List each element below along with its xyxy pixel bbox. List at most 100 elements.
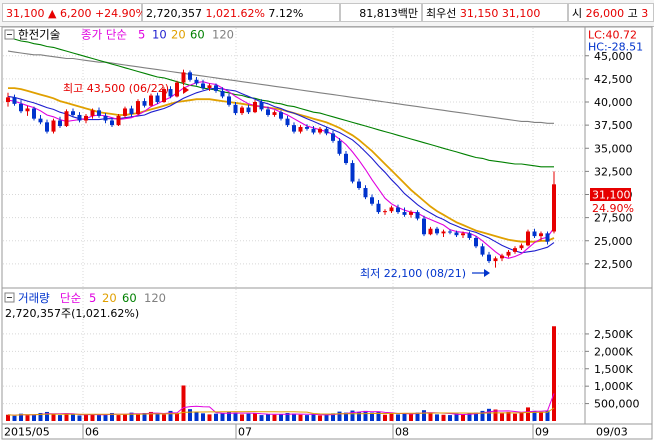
candle-body: [227, 96, 231, 105]
volume-bar: [344, 412, 348, 421]
candle-body: [38, 118, 43, 123]
candle-body: [311, 128, 316, 133]
x-tick-label: 07: [238, 426, 252, 439]
high-price-partial: 3: [641, 7, 649, 20]
volume-bar: [409, 414, 413, 421]
quote-bar: 31,100 ▲ 6,200 +24.90% 2,720,357 1,021.6…: [0, 0, 654, 27]
volume-title[interactable]: 거래량: [18, 291, 50, 305]
candle-body: [532, 231, 537, 237]
candle-body: [513, 248, 517, 252]
candle-body: [441, 231, 446, 234]
x-axis-frame: [1, 423, 653, 440]
candle-body: [97, 110, 101, 116]
candle-body: [383, 211, 387, 213]
open-high-cell: 시 26,000 고 3: [568, 3, 654, 22]
candle-body: [448, 231, 452, 233]
high-annotation: 최고 43,500 (06/22): [63, 82, 169, 95]
volume-bar: [415, 412, 420, 421]
ask-price: 31,100: [501, 7, 541, 20]
volume-bars: [6, 326, 556, 421]
volume-bar: [402, 412, 407, 421]
candle-body: [298, 126, 303, 132]
volume-cell: 2,720,357 1,021.62% 7.12%: [142, 3, 340, 22]
volume-bar: [337, 411, 342, 421]
best-quote-label: 최우선: [426, 7, 457, 20]
vol-ma5-legend: 5: [89, 291, 96, 305]
volume-bar: [149, 411, 153, 421]
price-tick-label: 22,500: [594, 258, 633, 271]
volume-bar: [97, 415, 101, 421]
stock-chart[interactable]: 22,50025,00027,50030,00032,50035,00037,5…: [0, 26, 654, 441]
candle-body: [246, 107, 251, 113]
volume-bar: [389, 413, 394, 421]
volume-bar: [240, 414, 244, 421]
candle-body: [389, 207, 394, 212]
candle-body: [493, 258, 498, 262]
volume-bar: [513, 413, 517, 421]
volume-bar: [110, 412, 114, 421]
volume-bar: [188, 409, 192, 421]
ma5-legend: 5: [138, 28, 145, 42]
volume-bar: [467, 412, 472, 421]
volume-tick-label: 500,000: [594, 398, 640, 411]
candle-body: [51, 120, 56, 132]
candle-body: [233, 104, 238, 114]
volume-bar: [201, 413, 205, 421]
bid-ask-cell: 최우선 31,150 31,100: [422, 3, 568, 22]
candlesticks: [6, 69, 556, 268]
candle-body: [220, 90, 225, 97]
candle-body: [64, 111, 69, 127]
volume-bar: [45, 411, 49, 421]
candle-body: [467, 233, 472, 238]
candle-body: [415, 212, 420, 219]
candle-body: [155, 95, 160, 102]
candle-body: [324, 128, 329, 134]
volume-bar: [84, 414, 88, 421]
volume-bar: [519, 412, 524, 421]
volume-ratio: 1,021.62%: [205, 7, 265, 20]
candle-body: [240, 107, 244, 114]
volume-bar: [376, 411, 381, 421]
x-tick-label: 06: [85, 426, 99, 439]
candle-body: [272, 112, 277, 115]
price-change-pct: +24.90%: [94, 7, 147, 20]
candle-body: [259, 102, 264, 110]
candle-body: [207, 85, 212, 89]
x-tick-label: 09: [535, 426, 549, 439]
price-panel-frame: [1, 26, 586, 289]
candle-body: [305, 126, 309, 129]
candle-body: [201, 83, 205, 89]
high-arrow-icon: [183, 86, 189, 94]
candle-body: [539, 233, 543, 237]
volume-bar: [272, 414, 277, 421]
price-tick-label: 32,500: [594, 165, 633, 178]
ma20-legend: 20: [171, 28, 186, 42]
volume-bar: [259, 415, 264, 421]
candle-body: [422, 218, 426, 235]
candle-body: [454, 232, 459, 236]
volume-bar: [129, 412, 134, 421]
volume-bar: [155, 414, 160, 421]
volume-bar: [292, 413, 296, 421]
price-tick-label: 40,000: [594, 96, 633, 109]
candle-body: [435, 228, 439, 234]
volume-bar: [532, 410, 537, 421]
candle-body: [214, 85, 218, 91]
volume-bar: [175, 412, 179, 421]
price-tick-label: 25,000: [594, 235, 633, 248]
candle-body: [500, 255, 504, 259]
stock-name[interactable]: 한전기술: [18, 28, 60, 42]
volume-tick-label: 1,500K: [594, 363, 633, 376]
candle-body: [357, 181, 361, 189]
volume-bar: [435, 414, 439, 421]
candle-body: [116, 115, 121, 126]
ma-legend-label: 종가 단순: [81, 28, 127, 42]
candle-body: [77, 114, 82, 121]
volume-bar: [142, 412, 147, 421]
volume-bar: [12, 415, 17, 421]
candle-body: [110, 120, 114, 126]
volume-bar: [461, 414, 465, 421]
candle-body: [194, 79, 199, 84]
volume-bar: [487, 408, 491, 421]
candle-body: [337, 140, 342, 154]
